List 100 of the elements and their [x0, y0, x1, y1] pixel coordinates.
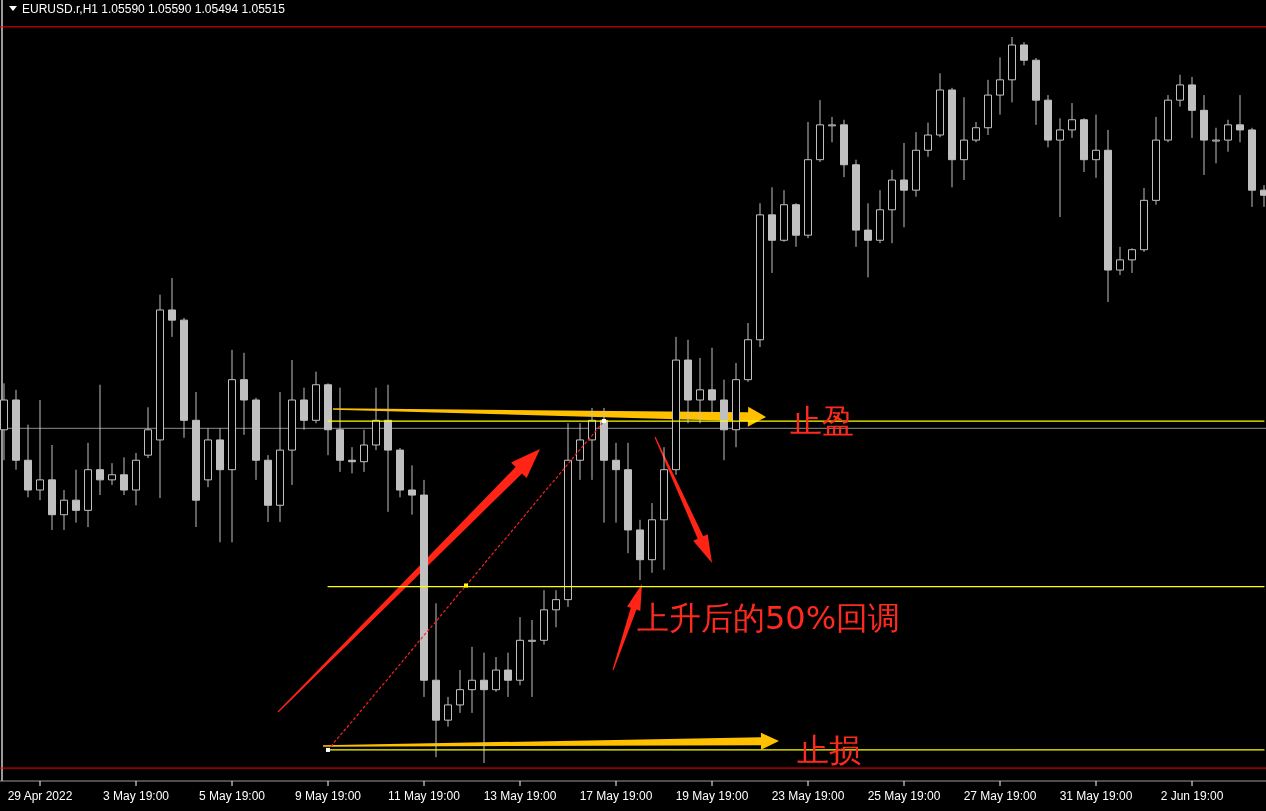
x-tick-label: 9 May 19:00	[294, 789, 362, 803]
x-tick-label: 31 May 19:00	[1059, 789, 1133, 803]
candlestick	[744, 322, 752, 383]
candlestick	[84, 442, 92, 528]
candlestick	[1116, 246, 1124, 276]
candlestick	[540, 589, 548, 646]
candlestick	[12, 389, 20, 471]
candlestick	[264, 454, 272, 523]
candlestick	[120, 456, 128, 496]
x-tick-label: 2 Jun 19:00	[1160, 789, 1224, 803]
candlestick	[456, 669, 464, 714]
x-tick-label: 5 May 19:00	[198, 789, 266, 803]
candlestick	[936, 72, 944, 138]
candlestick	[60, 489, 68, 531]
candlestick	[168, 277, 176, 338]
candlestick	[528, 619, 536, 698]
candlestick	[576, 422, 584, 481]
candlestick	[324, 382, 332, 456]
candlestick	[300, 387, 308, 431]
candlestick	[348, 446, 356, 474]
candlestick	[768, 186, 776, 274]
x-tick-label: 27 May 19:00	[963, 789, 1037, 803]
candlestick	[612, 442, 620, 524]
candlestick	[228, 349, 236, 543]
x-tick-label: 13 May 19:00	[483, 789, 557, 803]
candlestick	[180, 317, 188, 439]
candlestick	[132, 452, 140, 506]
candlestick	[24, 424, 32, 498]
candlestick	[756, 202, 764, 348]
candlestick	[840, 119, 848, 178]
candlestick	[1200, 94, 1208, 176]
candlestick	[792, 202, 800, 248]
candlestick	[1128, 247, 1136, 274]
x-tick-label: 29 Apr 2022	[7, 789, 73, 803]
candlestick	[720, 379, 728, 461]
x-tick-label: 3 May 19:00	[102, 789, 170, 803]
candlestick	[1188, 76, 1196, 139]
candlestick	[828, 116, 836, 143]
candlestick	[1068, 102, 1076, 139]
candlestick	[312, 371, 320, 424]
candlestick	[444, 696, 452, 728]
candlestick	[564, 422, 572, 608]
candlestick	[732, 362, 740, 448]
candlestick	[516, 616, 524, 686]
candlestick	[504, 652, 512, 698]
candlestick	[1056, 117, 1064, 218]
candlestick	[1008, 36, 1016, 103]
x-tick-label: 19 May 19:00	[675, 789, 749, 803]
candlestick	[96, 384, 104, 496]
candlestick	[72, 469, 80, 524]
candlestick	[660, 446, 668, 571]
candlestick	[1224, 119, 1232, 153]
candlestick	[492, 656, 500, 693]
candlestick	[1032, 57, 1040, 126]
candlestick	[1260, 184, 1266, 208]
candlestick	[204, 427, 212, 488]
candlestick	[864, 202, 872, 278]
candlestick	[1044, 94, 1052, 148]
candlestick	[480, 652, 488, 764]
candlestick	[852, 159, 860, 248]
candlestick	[984, 79, 992, 136]
candlestick	[1176, 74, 1184, 108]
candlestick	[288, 359, 296, 486]
x-tick-label: 25 May 19:00	[867, 789, 941, 803]
candlestick	[1212, 127, 1220, 164]
x-tick-label: 23 May 19:00	[771, 789, 845, 803]
candlestick	[384, 384, 392, 513]
candlestick	[360, 429, 368, 473]
annotation: 上升后的50%回调	[637, 598, 901, 637]
candlestick	[1140, 187, 1148, 253]
candlestick	[600, 407, 608, 524]
candlestick	[924, 122, 932, 158]
candlestick	[372, 387, 380, 451]
candlestick	[1020, 41, 1028, 66]
candlestick	[0, 382, 8, 461]
candlestick	[1164, 94, 1172, 143]
candlestick	[336, 387, 344, 473]
candlestick	[912, 131, 920, 198]
candlestick	[648, 502, 656, 574]
candlestick	[624, 442, 632, 554]
candlestick	[900, 142, 908, 228]
candlestick	[192, 391, 200, 528]
candlestick	[396, 447, 404, 498]
candlestick	[888, 169, 896, 244]
candlestick	[948, 87, 956, 188]
candlestick	[108, 462, 116, 486]
candlestick	[1092, 114, 1100, 179]
candlestick	[144, 406, 152, 459]
candlestick	[960, 96, 968, 181]
candlestick	[468, 646, 476, 714]
candlestick	[972, 121, 980, 143]
candlestick	[1152, 116, 1160, 206]
candlestick	[276, 391, 284, 523]
candlestick	[804, 121, 812, 239]
candlestick	[240, 352, 248, 436]
candlestick	[552, 589, 560, 628]
candlestick	[420, 479, 428, 698]
candlestick	[876, 189, 884, 244]
candlestick	[684, 339, 692, 424]
candlestick	[780, 189, 788, 243]
